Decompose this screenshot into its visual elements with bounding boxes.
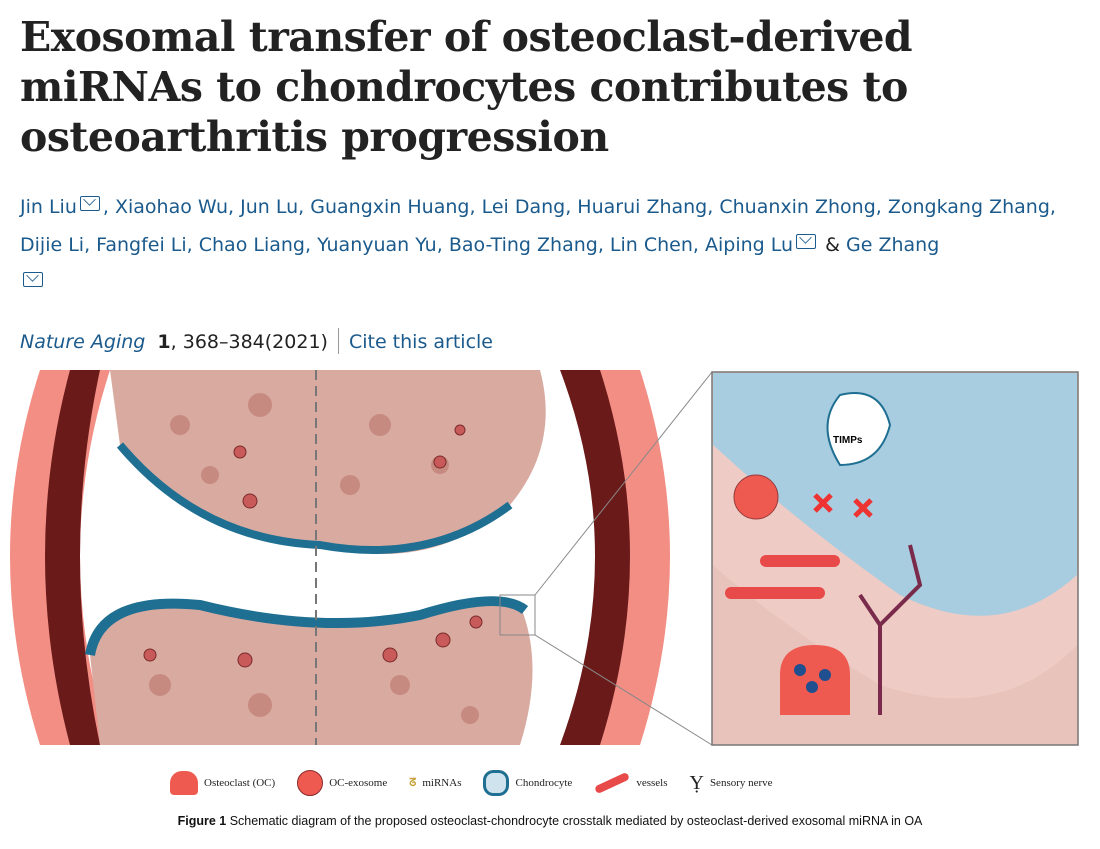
article-title: Exosomal transfer of osteoclast-derived …	[20, 13, 913, 161]
author-link[interactable]: Dijie Li	[20, 234, 85, 256]
author-link[interactable]: Guangxin Huang	[310, 196, 470, 218]
author-link[interactable]: Huarui Zhang	[577, 196, 708, 218]
legend-item: vessels	[594, 771, 667, 795]
joint-diagram	[10, 370, 713, 746]
zoom-inset: TIMPs	[711, 371, 1079, 746]
email-icon[interactable]	[79, 196, 100, 211]
legend-item: Ỵ Sensory nerve	[689, 771, 773, 794]
pages: , 368–384(2021)	[170, 331, 328, 353]
email-icon[interactable]	[23, 272, 43, 287]
osteoclast-icon	[170, 771, 198, 795]
author-link[interactable]: Jin Liu	[20, 196, 77, 218]
figure-caption: Figure 1 Schematic diagram of the propos…	[177, 814, 923, 828]
author-link[interactable]: Zongkang Zhang	[887, 196, 1050, 218]
nerve-icon: Ỵ	[689, 771, 704, 794]
author-link[interactable]: Lin Chen	[609, 234, 693, 256]
vessel-icon	[594, 771, 631, 795]
author-link[interactable]: Fangfei Li	[96, 234, 187, 256]
figure-legend: Osteoclast (OC) OC-exosome ᘔ miRNAs Chond…	[170, 770, 1030, 796]
author-link[interactable]: Ge Zhang	[846, 234, 940, 256]
mirna-icon: ᘔ	[409, 776, 417, 789]
timps-label: TIMPs	[833, 435, 863, 446]
author-link[interactable]: Jun Lu	[240, 196, 299, 218]
author-list: Jin Liu, Xiaohao Wu, Jun Lu, Guangxin Hu…	[20, 188, 1080, 302]
author-link[interactable]: Lei Dang	[481, 196, 566, 218]
citation: Nature Aging 1, 368–384(2021) Cite this a…	[20, 328, 493, 354]
author-link[interactable]: Chao Liang	[198, 234, 305, 256]
cite-link[interactable]: Cite this article	[348, 331, 493, 353]
legend-item: Chondrocyte	[483, 770, 572, 796]
email-icon[interactable]	[796, 234, 817, 249]
author-link[interactable]: Bao-Ting Zhang	[448, 234, 598, 256]
legend-item: OC-exosome	[297, 770, 387, 796]
legend-item: ᘔ miRNAs	[409, 776, 462, 790]
figure-schematic: TIMPs	[10, 370, 1079, 746]
divider	[337, 328, 339, 354]
author-link[interactable]: Xiaohao Wu	[114, 196, 229, 218]
author-link[interactable]: Yuanyuan Yu	[317, 234, 437, 256]
legend-item: Osteoclast (OC)	[170, 771, 275, 795]
exosome-icon	[297, 770, 324, 796]
volume: 1	[157, 331, 171, 353]
chondrocyte-icon	[483, 770, 510, 796]
author-link[interactable]: Aiping Lu	[705, 234, 794, 256]
journal-name: Nature Aging	[20, 331, 146, 353]
author-link[interactable]: Chuanxin Zhong	[719, 196, 876, 218]
